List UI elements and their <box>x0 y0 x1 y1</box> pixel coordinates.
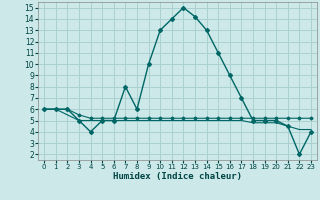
X-axis label: Humidex (Indice chaleur): Humidex (Indice chaleur) <box>113 172 242 181</box>
